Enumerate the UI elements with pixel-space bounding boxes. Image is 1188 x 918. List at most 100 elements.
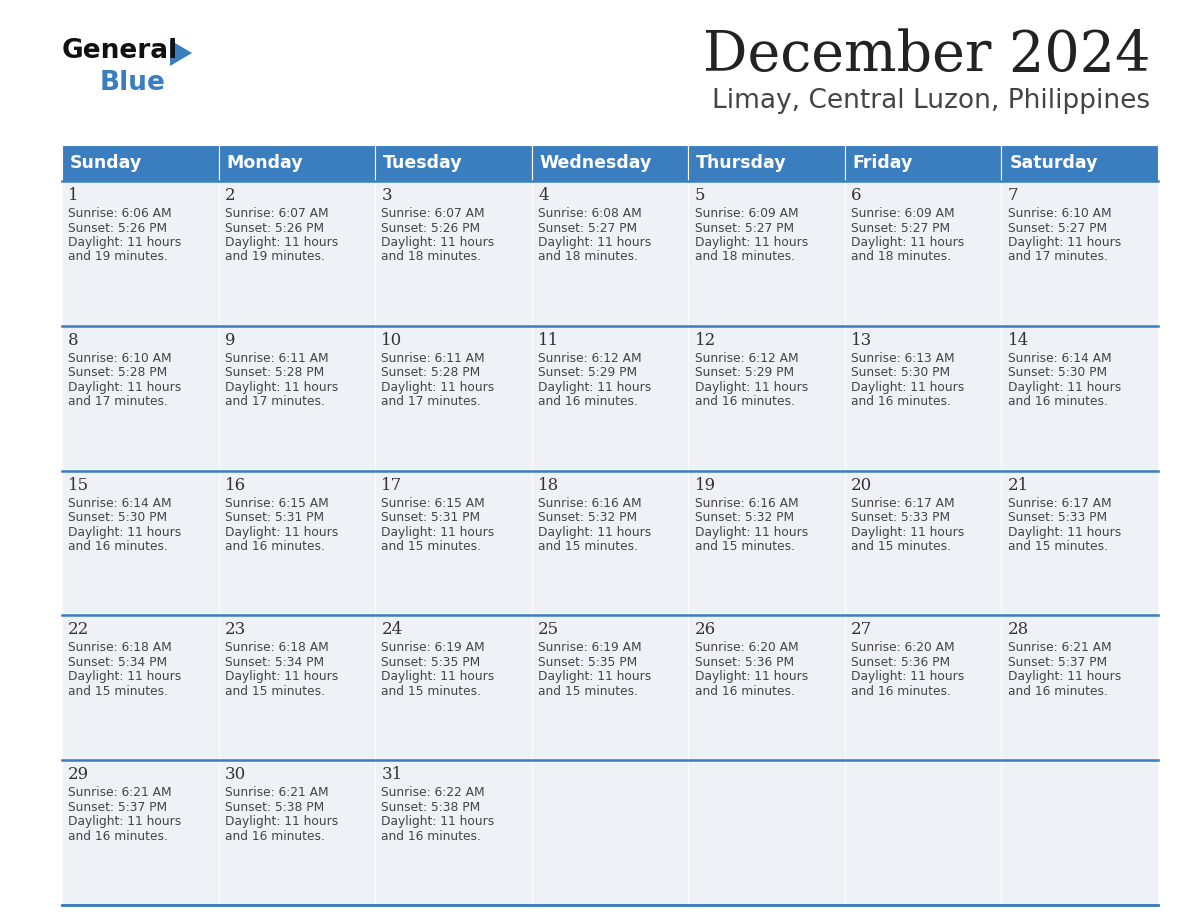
- Text: 17: 17: [381, 476, 403, 494]
- Text: Sunset: 5:37 PM: Sunset: 5:37 PM: [68, 800, 168, 813]
- Text: 26: 26: [695, 621, 715, 638]
- Text: 9: 9: [225, 331, 235, 349]
- Text: Sunrise: 6:17 AM: Sunrise: 6:17 AM: [1007, 497, 1111, 509]
- Text: and 18 minutes.: and 18 minutes.: [695, 251, 795, 263]
- Text: Sunrise: 6:15 AM: Sunrise: 6:15 AM: [381, 497, 485, 509]
- Text: Sunset: 5:27 PM: Sunset: 5:27 PM: [695, 221, 794, 234]
- Text: Sunset: 5:26 PM: Sunset: 5:26 PM: [225, 221, 324, 234]
- Bar: [845, 471, 1001, 615]
- Text: Friday: Friday: [853, 154, 914, 172]
- Text: 20: 20: [851, 476, 872, 494]
- Text: Sunset: 5:35 PM: Sunset: 5:35 PM: [538, 655, 637, 669]
- FancyBboxPatch shape: [219, 145, 375, 181]
- Text: Monday: Monday: [227, 154, 303, 172]
- Text: Daylight: 11 hours: Daylight: 11 hours: [851, 526, 965, 539]
- Text: Sunrise: 6:19 AM: Sunrise: 6:19 AM: [381, 642, 485, 655]
- Bar: [1001, 471, 1158, 615]
- Text: and 15 minutes.: and 15 minutes.: [695, 540, 795, 554]
- Text: and 17 minutes.: and 17 minutes.: [68, 396, 169, 409]
- Bar: [532, 181, 688, 326]
- Text: and 18 minutes.: and 18 minutes.: [538, 251, 638, 263]
- Text: and 15 minutes.: and 15 minutes.: [225, 685, 324, 698]
- Text: and 15 minutes.: and 15 minutes.: [538, 540, 638, 554]
- Bar: [1001, 326, 1158, 471]
- Text: 8: 8: [68, 331, 78, 349]
- Text: 16: 16: [225, 476, 246, 494]
- Bar: [845, 181, 1001, 326]
- Text: Sunday: Sunday: [70, 154, 143, 172]
- Text: 14: 14: [1007, 331, 1029, 349]
- Text: Daylight: 11 hours: Daylight: 11 hours: [1007, 670, 1121, 683]
- Bar: [62, 326, 219, 471]
- Text: Sunrise: 6:12 AM: Sunrise: 6:12 AM: [695, 352, 798, 364]
- Text: Sunrise: 6:13 AM: Sunrise: 6:13 AM: [851, 352, 955, 364]
- Bar: [688, 326, 845, 471]
- Text: 27: 27: [851, 621, 872, 638]
- Text: Daylight: 11 hours: Daylight: 11 hours: [225, 815, 339, 828]
- Bar: [219, 326, 375, 471]
- Text: Sunset: 5:34 PM: Sunset: 5:34 PM: [225, 655, 324, 669]
- Text: Sunrise: 6:15 AM: Sunrise: 6:15 AM: [225, 497, 329, 509]
- FancyBboxPatch shape: [1001, 145, 1158, 181]
- Text: and 15 minutes.: and 15 minutes.: [851, 540, 952, 554]
- Text: 19: 19: [695, 476, 715, 494]
- Bar: [1001, 615, 1158, 760]
- Text: 1: 1: [68, 187, 78, 204]
- Text: 23: 23: [225, 621, 246, 638]
- Text: Sunrise: 6:20 AM: Sunrise: 6:20 AM: [695, 642, 798, 655]
- Text: Sunset: 5:30 PM: Sunset: 5:30 PM: [851, 366, 950, 379]
- Bar: [1001, 760, 1158, 905]
- FancyBboxPatch shape: [845, 145, 1001, 181]
- Text: Daylight: 11 hours: Daylight: 11 hours: [68, 815, 182, 828]
- Text: Sunset: 5:27 PM: Sunset: 5:27 PM: [1007, 221, 1107, 234]
- Text: Daylight: 11 hours: Daylight: 11 hours: [225, 236, 339, 249]
- Text: and 18 minutes.: and 18 minutes.: [381, 251, 481, 263]
- Text: Sunrise: 6:21 AM: Sunrise: 6:21 AM: [68, 786, 172, 800]
- Bar: [688, 181, 845, 326]
- Text: 25: 25: [538, 621, 560, 638]
- Text: 22: 22: [68, 621, 89, 638]
- Text: Sunrise: 6:22 AM: Sunrise: 6:22 AM: [381, 786, 485, 800]
- Polygon shape: [170, 40, 192, 66]
- Text: Daylight: 11 hours: Daylight: 11 hours: [68, 670, 182, 683]
- Text: Blue: Blue: [100, 70, 166, 96]
- Text: Daylight: 11 hours: Daylight: 11 hours: [538, 526, 651, 539]
- Text: Sunset: 5:38 PM: Sunset: 5:38 PM: [381, 800, 481, 813]
- Bar: [688, 471, 845, 615]
- Text: and 16 minutes.: and 16 minutes.: [225, 540, 324, 554]
- Text: 5: 5: [695, 187, 704, 204]
- Text: Saturday: Saturday: [1010, 154, 1098, 172]
- Text: and 17 minutes.: and 17 minutes.: [1007, 251, 1107, 263]
- Bar: [62, 471, 219, 615]
- FancyBboxPatch shape: [688, 145, 845, 181]
- Text: Thursday: Thursday: [696, 154, 786, 172]
- Text: Sunset: 5:35 PM: Sunset: 5:35 PM: [381, 655, 481, 669]
- Text: Sunset: 5:30 PM: Sunset: 5:30 PM: [68, 511, 168, 524]
- Text: Sunset: 5:33 PM: Sunset: 5:33 PM: [851, 511, 950, 524]
- Text: Sunset: 5:29 PM: Sunset: 5:29 PM: [538, 366, 637, 379]
- Text: Sunset: 5:28 PM: Sunset: 5:28 PM: [68, 366, 168, 379]
- Text: 10: 10: [381, 331, 403, 349]
- Text: Sunrise: 6:10 AM: Sunrise: 6:10 AM: [68, 352, 172, 364]
- Bar: [375, 181, 532, 326]
- Bar: [532, 760, 688, 905]
- Text: Daylight: 11 hours: Daylight: 11 hours: [538, 670, 651, 683]
- Text: Sunrise: 6:07 AM: Sunrise: 6:07 AM: [381, 207, 485, 220]
- Text: Daylight: 11 hours: Daylight: 11 hours: [225, 526, 339, 539]
- Text: Daylight: 11 hours: Daylight: 11 hours: [68, 526, 182, 539]
- Text: Sunrise: 6:21 AM: Sunrise: 6:21 AM: [225, 786, 328, 800]
- Text: Sunrise: 6:09 AM: Sunrise: 6:09 AM: [695, 207, 798, 220]
- Bar: [375, 760, 532, 905]
- Bar: [219, 471, 375, 615]
- Text: Daylight: 11 hours: Daylight: 11 hours: [851, 236, 965, 249]
- Text: Tuesday: Tuesday: [383, 154, 462, 172]
- Bar: [688, 615, 845, 760]
- Text: and 15 minutes.: and 15 minutes.: [1007, 540, 1107, 554]
- Bar: [62, 181, 219, 326]
- Text: and 16 minutes.: and 16 minutes.: [68, 540, 169, 554]
- Text: Sunrise: 6:20 AM: Sunrise: 6:20 AM: [851, 642, 955, 655]
- Text: and 15 minutes.: and 15 minutes.: [538, 685, 638, 698]
- Text: Sunrise: 6:16 AM: Sunrise: 6:16 AM: [538, 497, 642, 509]
- Text: and 16 minutes.: and 16 minutes.: [538, 396, 638, 409]
- Text: Daylight: 11 hours: Daylight: 11 hours: [381, 236, 494, 249]
